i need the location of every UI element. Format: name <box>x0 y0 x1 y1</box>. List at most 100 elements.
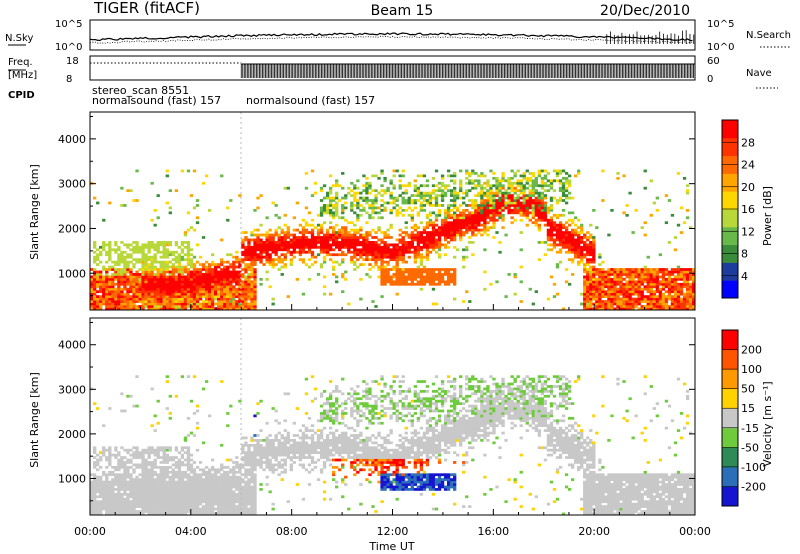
power-cell <box>332 213 336 217</box>
power-cell <box>616 307 620 311</box>
power-cell <box>289 245 293 249</box>
power-cell <box>422 199 427 202</box>
power-cell <box>162 302 166 306</box>
power-cell <box>259 238 263 242</box>
power-cell <box>332 248 336 252</box>
power-cell <box>431 270 436 274</box>
power-cell <box>328 226 333 229</box>
power-cell <box>389 191 393 195</box>
power-cell <box>344 245 348 249</box>
power-cell <box>186 258 191 262</box>
power-cell <box>265 238 269 242</box>
power-cell <box>99 280 103 284</box>
power-cell <box>165 201 169 205</box>
power-cell <box>419 253 424 257</box>
velocity-cell <box>96 512 100 516</box>
power-cell <box>510 221 514 225</box>
power-cell <box>280 265 284 269</box>
power-cell <box>96 297 100 301</box>
power-cell <box>489 186 493 190</box>
power-cell <box>437 213 442 217</box>
power-cell <box>425 280 430 284</box>
power-cell <box>425 179 430 183</box>
power-cell <box>543 196 548 200</box>
power-cell <box>477 213 481 217</box>
power-cell <box>335 260 339 264</box>
power-cell <box>201 307 206 311</box>
power-cell <box>492 201 496 205</box>
power-cell <box>310 231 315 234</box>
power-cell <box>519 208 523 212</box>
power-cell <box>446 213 451 217</box>
power-cell <box>96 273 100 276</box>
power-cell <box>437 275 442 279</box>
power-cell <box>102 282 106 286</box>
power-cell <box>319 245 324 249</box>
power-cell <box>401 213 405 217</box>
power-cell <box>353 238 357 242</box>
power-cell <box>670 300 675 303</box>
power-cell <box>141 297 145 301</box>
power-cell <box>604 292 608 296</box>
power-cell <box>313 241 318 244</box>
power-cell <box>531 204 535 207</box>
power-cell <box>688 282 693 286</box>
power-cell <box>574 216 578 220</box>
velocity-cell <box>165 492 169 496</box>
power-cell <box>335 184 339 188</box>
power-cell <box>244 287 248 291</box>
power-cell <box>380 280 384 284</box>
power-cell <box>640 307 644 311</box>
power-cell <box>474 228 478 232</box>
power-cell <box>586 268 590 271</box>
power-cell <box>280 238 284 242</box>
power-cell <box>592 297 596 301</box>
power-cell <box>277 216 281 220</box>
velocity-cell <box>147 500 151 504</box>
power-cell <box>322 233 327 237</box>
power-cell <box>165 260 169 264</box>
power-cell <box>419 287 424 291</box>
power-cell <box>156 280 160 284</box>
power-cell <box>428 277 433 281</box>
power-cell <box>244 231 248 234</box>
power-cell <box>667 305 672 308</box>
power-cell <box>144 260 148 264</box>
power-cell <box>253 290 257 294</box>
power-cell <box>389 211 393 215</box>
nsearch-tick-bottom: 10^0 <box>707 42 734 53</box>
power-cell <box>325 243 330 247</box>
power-cell <box>640 282 644 286</box>
velocity-cell <box>120 463 124 467</box>
power-cell <box>162 248 166 252</box>
power-cell <box>123 282 127 286</box>
power-cell <box>229 290 233 294</box>
power-cell <box>201 287 206 291</box>
power-cell <box>223 275 227 279</box>
velocity-cell <box>156 475 160 479</box>
power-cell <box>685 305 690 308</box>
power-cell <box>537 199 542 202</box>
power-cell <box>374 231 378 234</box>
power-cell <box>425 255 430 259</box>
power-cell <box>368 213 372 217</box>
velocity-cell <box>120 480 124 484</box>
power-cell <box>685 273 690 276</box>
velocity-cell <box>93 507 97 511</box>
power-cell <box>446 280 451 284</box>
velocity-cell <box>135 453 139 457</box>
power-cell <box>283 213 287 217</box>
power-cell <box>292 255 296 259</box>
power-cell <box>685 216 690 220</box>
power-cell <box>595 277 599 281</box>
power-cell <box>567 218 572 222</box>
power-cell <box>377 238 381 242</box>
power-cell <box>165 300 169 303</box>
power-cell <box>147 302 151 306</box>
power-cell <box>138 268 142 271</box>
power-cell <box>655 268 659 271</box>
power-cell <box>105 270 109 274</box>
power-cell <box>223 300 227 303</box>
power-cell <box>338 199 342 202</box>
power-cell <box>595 302 599 306</box>
